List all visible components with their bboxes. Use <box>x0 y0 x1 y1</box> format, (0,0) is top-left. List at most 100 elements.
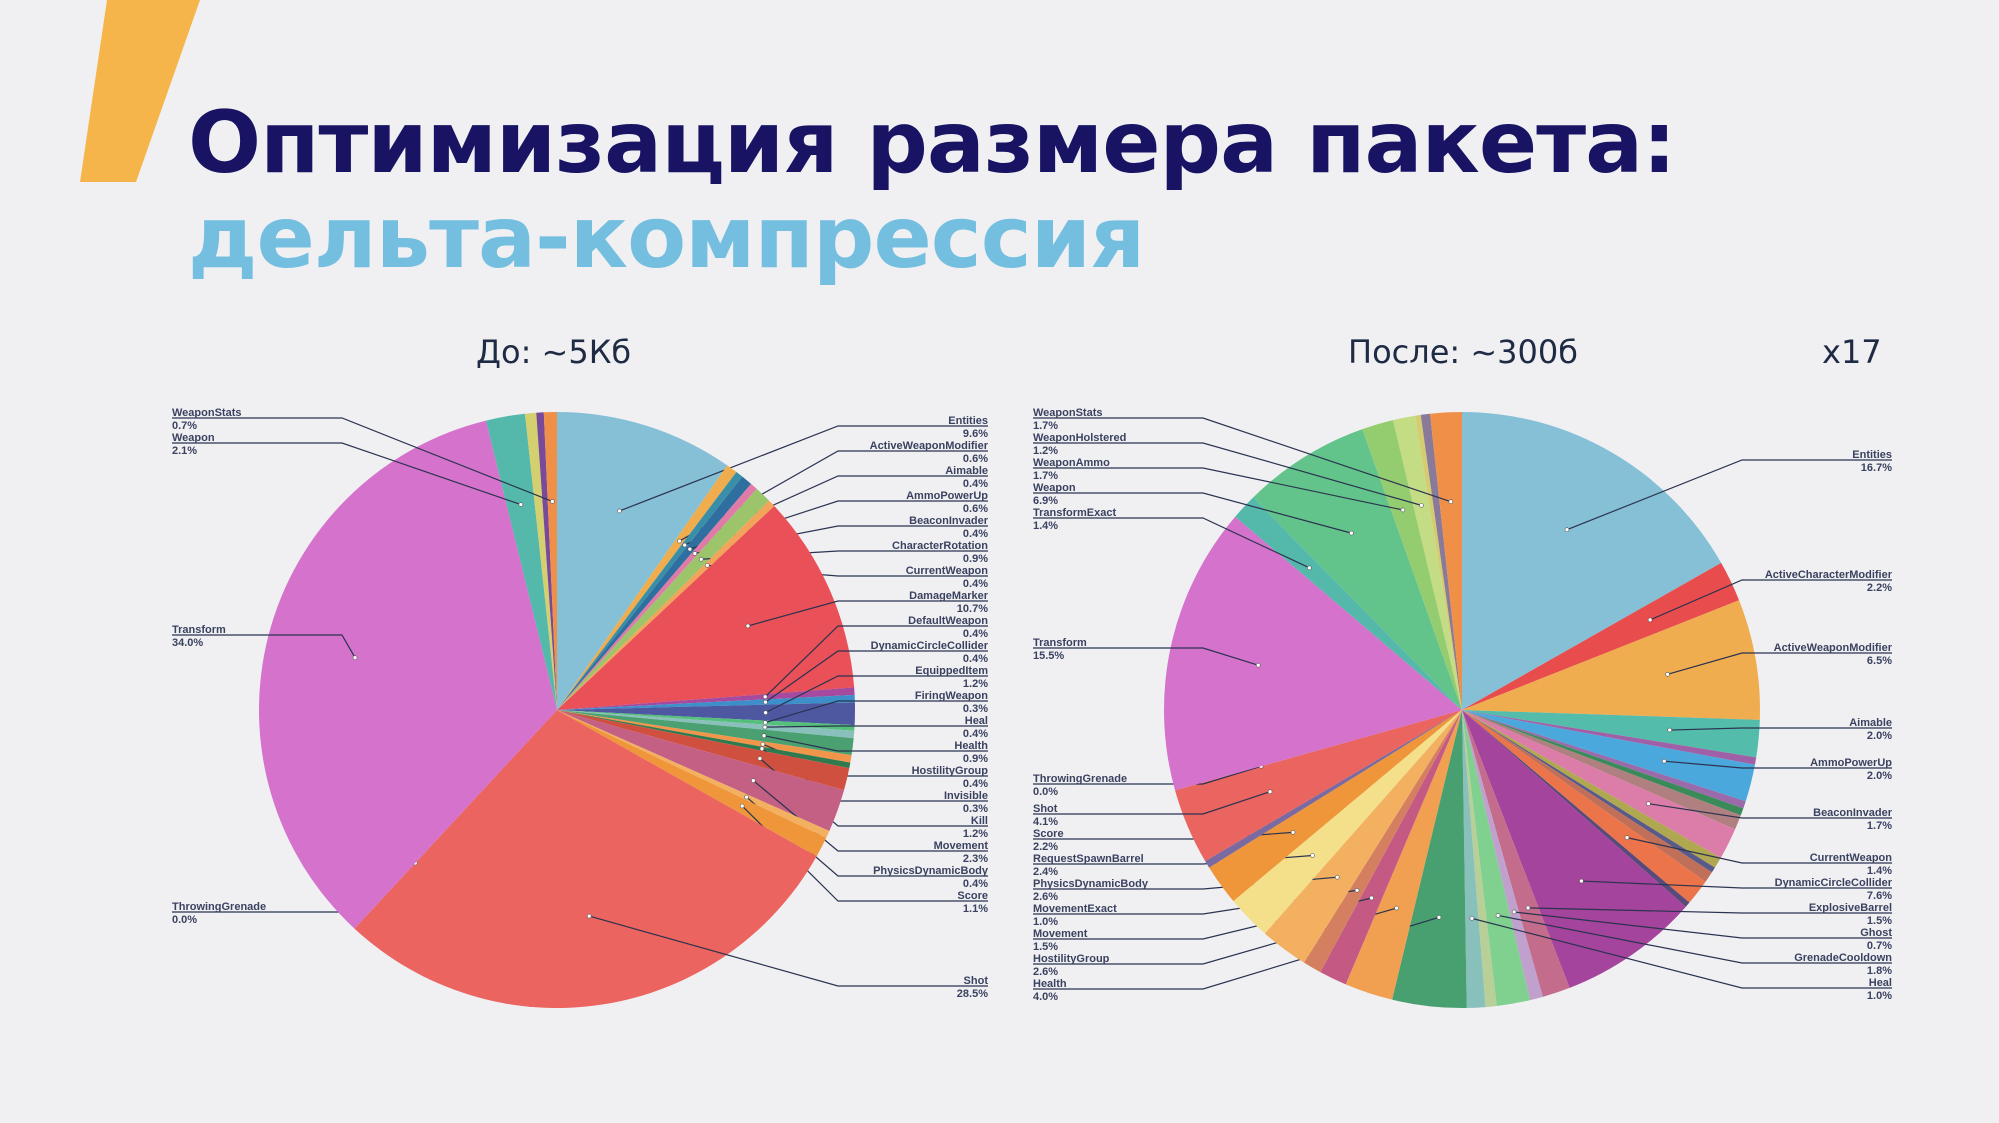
slice-percent: 0.3% <box>963 803 988 815</box>
pie-before: Entities9.6%ActiveWeaponModifier0.6%Aima… <box>172 407 989 1008</box>
pie-slice <box>1392 710 1467 1009</box>
slice-label: Weapon <box>1033 482 1076 494</box>
slice-percent: 6.5% <box>1867 655 1892 667</box>
slice-label: WeaponStats <box>172 407 241 419</box>
pie-slice <box>1345 710 1462 1000</box>
slice-label: Movement <box>934 840 989 852</box>
leader-line <box>1626 837 1892 864</box>
slice-label: Weapon <box>172 432 215 444</box>
slice-percent: 0.4% <box>963 528 988 540</box>
slice-percent: 1.7% <box>1033 420 1058 432</box>
slice-label: MovementExact <box>1033 903 1117 915</box>
slice-label: CurrentWeapon <box>906 565 989 577</box>
pie-slice <box>1462 710 1706 903</box>
slice-percent: 34.0% <box>172 637 203 649</box>
slice-label: Entities <box>1852 449 1892 461</box>
slice-percent: 1.1% <box>963 903 988 915</box>
pie-slice <box>557 687 855 710</box>
pie-slice <box>557 506 855 710</box>
pie-after: Entities16.7%ActiveCharacterModifier2.2%… <box>1033 407 1893 1009</box>
slice-label: ThrowingGrenade <box>172 901 266 913</box>
slice-label: Shot <box>964 975 989 987</box>
pie-slice <box>1462 412 1722 710</box>
slice-label: EquippedItem <box>915 665 988 677</box>
slice-percent: 2.4% <box>1033 866 1058 878</box>
pie-slice <box>1175 710 1462 862</box>
slice-label: CurrentWeapon <box>1810 852 1893 864</box>
leader-line <box>1471 917 1892 989</box>
slice-percent: 0.0% <box>172 914 197 926</box>
pie-slice <box>543 412 557 710</box>
pie-slice <box>1462 600 1761 720</box>
leader-line <box>619 425 988 512</box>
slice-label: PhysicsDynamicBody <box>1033 878 1149 890</box>
pie-slice <box>1233 710 1462 934</box>
slice-percent: 2.1% <box>172 445 197 457</box>
pie-slice <box>1462 710 1744 816</box>
pie-slice <box>1462 710 1755 802</box>
slice-label: RequestSpawnBarrel <box>1033 853 1144 865</box>
right-chart-heading: После: ~300б <box>1348 333 1578 371</box>
leader-line <box>1648 803 1892 819</box>
leader-line <box>589 915 988 987</box>
slice-label: DamageMarker <box>909 590 989 602</box>
leader-line <box>1514 911 1892 939</box>
slice-percent: 1.7% <box>1033 470 1058 482</box>
leader-line <box>172 442 522 506</box>
leader-line <box>764 725 988 728</box>
pie-slice <box>354 710 817 1008</box>
slice-percent: 0.3% <box>963 703 988 715</box>
slice-label: ActiveWeaponModifier <box>1774 642 1893 654</box>
slice-label: Invisible <box>944 790 988 802</box>
pie-slice <box>557 412 728 710</box>
slice-percent: 7.6% <box>1867 890 1892 902</box>
slice-label: DynamicCircleCollider <box>1775 877 1893 889</box>
pie-slice <box>557 476 752 710</box>
slice-percent: 1.2% <box>1033 445 1058 457</box>
leader-line <box>1033 647 1259 666</box>
pie-slice <box>557 710 850 791</box>
leader-line <box>752 780 988 852</box>
pie-slice <box>557 465 737 710</box>
slice-label: Heal <box>965 715 988 727</box>
slice-percent: 2.6% <box>1033 966 1058 978</box>
slice-label: ExplosiveBarrel <box>1809 902 1892 914</box>
pie-slice <box>557 488 770 710</box>
pie-slice <box>485 413 557 710</box>
pie-slice <box>557 472 743 710</box>
pie-slice <box>524 412 557 710</box>
slice-percent: 0.7% <box>1867 940 1892 952</box>
pie-slice <box>1420 413 1462 710</box>
pie-slice <box>557 710 845 831</box>
slice-percent: 0.0% <box>1033 786 1058 798</box>
slice-percent: 2.6% <box>1033 891 1058 903</box>
slice-percent: 15.5% <box>1033 650 1064 662</box>
pie-slice <box>1264 710 1462 963</box>
slice-label: WeaponHolstered <box>1033 432 1126 444</box>
slice-label: FiringWeapon <box>915 690 988 702</box>
slice-label: Score <box>957 890 988 902</box>
slice-percent: 2.0% <box>1867 730 1892 742</box>
pie-slice <box>1253 429 1462 710</box>
pie-slice <box>557 710 855 731</box>
slice-percent: 28.5% <box>957 988 988 1000</box>
slice-percent: 1.8% <box>1867 965 1892 977</box>
pie-slice <box>1462 710 1486 1008</box>
slice-label: Heal <box>1869 977 1892 989</box>
compression-ratio: x17 <box>1822 333 1882 371</box>
slice-percent: 1.5% <box>1033 941 1058 953</box>
leader-line <box>765 700 988 724</box>
slice-label: Shot <box>1033 803 1058 815</box>
slice-percent: 2.0% <box>1867 770 1892 782</box>
slice-label: WeaponAmmo <box>1033 457 1110 469</box>
pie-slice <box>259 420 557 929</box>
slice-label: Movement <box>1033 928 1088 940</box>
slice-percent: 6.9% <box>1033 495 1058 507</box>
leader-line <box>1033 467 1404 511</box>
pie-slice <box>557 710 852 763</box>
slice-percent: 0.6% <box>963 503 988 515</box>
slice-percent: 10.7% <box>957 603 988 615</box>
slice-label: Transform <box>172 624 226 636</box>
slice-label: BeaconInvader <box>909 515 989 527</box>
